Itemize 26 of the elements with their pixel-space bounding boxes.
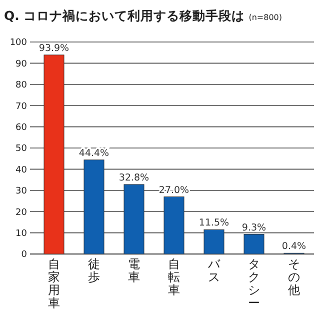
y-tick-label: 90	[16, 59, 28, 70]
y-tick-label: 50	[16, 144, 28, 154]
y-tick-label: 70	[16, 102, 28, 112]
y-tick-label: 20	[16, 208, 28, 218]
data-label: 93.9%	[38, 42, 70, 54]
data-label: 44.4%	[78, 148, 110, 159]
x-tick-label: 電車	[128, 257, 140, 284]
data-label: 11.5%	[198, 218, 230, 229]
x-tick-label: 自転車	[168, 257, 180, 297]
y-tick-label: 60	[16, 122, 28, 133]
x-tick-label: バス	[207, 257, 221, 284]
y-tick-label: 30	[16, 186, 28, 197]
data-label: 9.3%	[242, 222, 266, 234]
chart-title: Q. コロナ禍において利用する移動手段は	[4, 8, 245, 23]
text: (n=800)	[248, 13, 282, 22]
y-tick-label: 100	[10, 38, 28, 48]
x-tick-label: 自家用車	[48, 257, 60, 310]
x-tick-label: その他	[288, 257, 300, 297]
y-tick-label: 0	[21, 250, 28, 260]
data-label: 32.8%	[118, 172, 150, 184]
y-tick-label: 80	[16, 80, 28, 91]
data-label: 0.4%	[282, 241, 306, 252]
y-tick-label: 10	[16, 228, 28, 239]
x-tick-label: タクシー	[248, 257, 260, 310]
y-tick-label: 40	[16, 165, 28, 176]
x-tick-label: 徒歩	[88, 257, 100, 284]
